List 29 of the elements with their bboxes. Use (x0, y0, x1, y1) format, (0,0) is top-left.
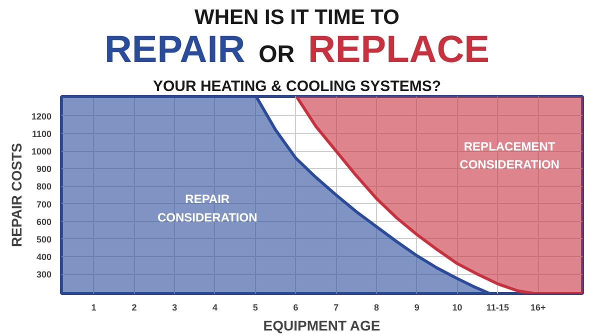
annotation: REPLACEMENT CONSIDERATION (460, 139, 560, 172)
x-tick-label: 4 (212, 302, 218, 312)
annotation: REPAIR CONSIDERATION (157, 192, 258, 224)
x-tick-label: 10 (452, 302, 462, 312)
y-tick-label: 700 (36, 199, 52, 210)
x-tick-label: 8 (374, 302, 380, 312)
y-tick-label: 1100 (32, 128, 52, 139)
y-tick-label: 600 (36, 216, 52, 227)
y-tick-label: 1200 (31, 111, 52, 122)
x-tick-label: 11-15 (486, 302, 509, 312)
x-tick-label: 6 (293, 302, 298, 312)
x-tick-label: 9 (414, 302, 420, 312)
x-tick-label: 3 (172, 302, 178, 312)
x-tick-label: 1 (91, 302, 96, 312)
y-tick-label: 400 (36, 252, 52, 262)
y-axis-title: REPAIR COSTS (8, 143, 24, 247)
x-tick-label: 5 (252, 302, 258, 312)
y-tick-label: 1000 (31, 146, 52, 157)
x-tick-label: 16+ (530, 302, 546, 312)
y-tick-label: 800 (36, 182, 52, 192)
y-tick-label: 900 (36, 164, 52, 174)
chart-subtitle: YOUR HEATING & COOLING SYSTEMS? (152, 78, 442, 95)
line-series (295, 96, 582, 294)
y-tick-label: 300 (36, 270, 52, 280)
x-tick-label: 2 (132, 302, 137, 312)
y-tick-label: 500 (36, 234, 52, 244)
x-axis-title: EQUIPMENT AGE (263, 318, 380, 334)
chart-title: WHEN IS IT TIME TO REPAIR OR REPLACE (103, 5, 491, 71)
x-tick-label: 7 (334, 302, 339, 312)
